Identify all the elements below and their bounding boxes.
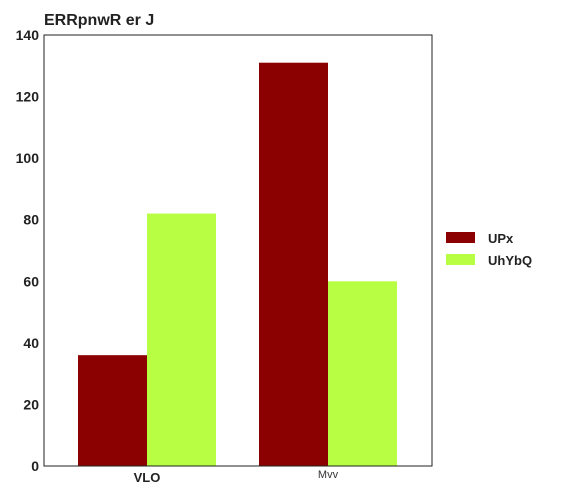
bar-UhYbQ-VLO [147, 213, 216, 466]
chart-title: ERRpnwR er J [44, 12, 154, 29]
legend-label: UhYbQ [488, 253, 532, 268]
bar-UPx-VLO [78, 355, 147, 466]
y-tick-label: 100 [16, 150, 40, 166]
x-tick-label: VLO [134, 470, 161, 485]
y-tick-label: 60 [23, 273, 39, 289]
y-tick-label: 20 [23, 396, 39, 412]
x-axis: VLO Mvv [134, 469, 339, 485]
y-tick-label: 80 [23, 212, 39, 228]
bar-UhYbQ-Mvv [328, 281, 397, 466]
x-tick-label: Mvv [318, 469, 339, 481]
legend-label: UPx [488, 231, 514, 246]
y-tick-label: 120 [16, 89, 40, 105]
bars-group [78, 62, 397, 466]
y-tick-label: 40 [23, 335, 39, 351]
legend-swatch [446, 232, 475, 243]
legend-swatch [446, 254, 475, 265]
y-axis: 0 20 40 60 80 100 120 140 [16, 27, 40, 474]
plot-frame [43, 34, 433, 467]
y-tick-label: 140 [16, 27, 40, 43]
y-tick-label: 0 [31, 458, 39, 474]
bar-UPx-Mvv [259, 62, 328, 466]
legend: UPx UhYbQ [446, 231, 532, 268]
